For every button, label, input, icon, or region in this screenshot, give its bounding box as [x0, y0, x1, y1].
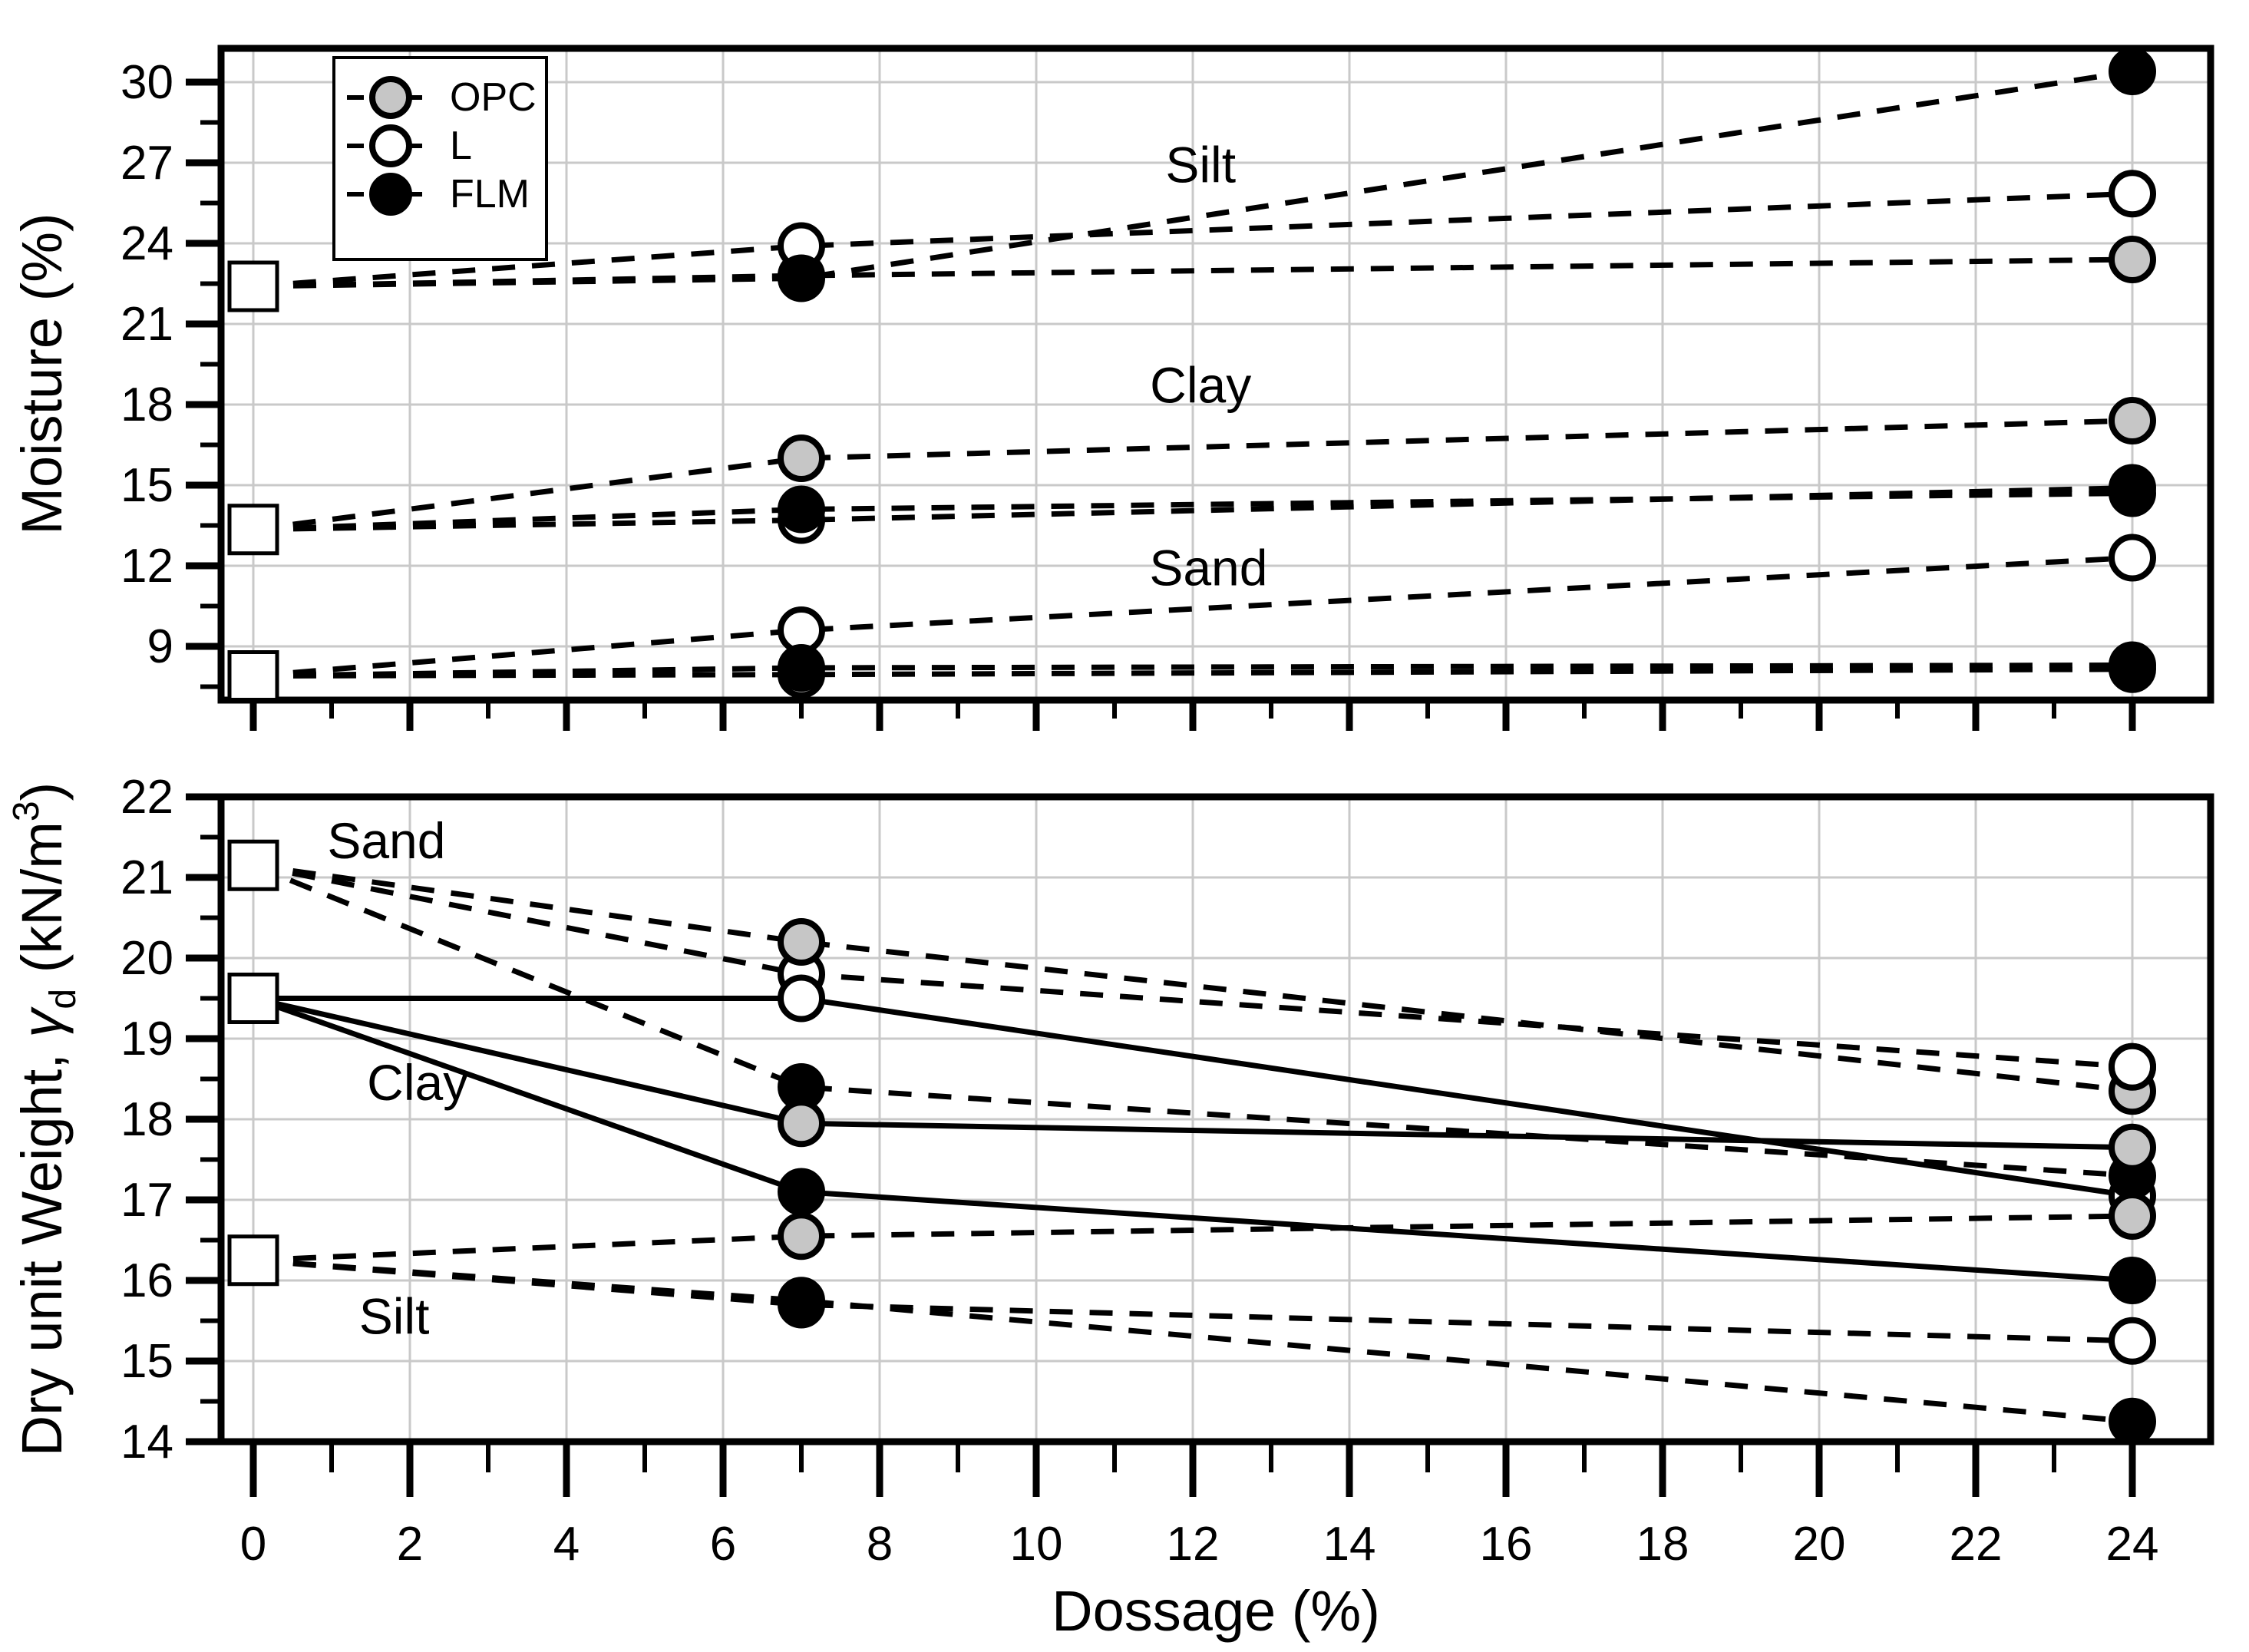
soil-label-silt-bottom: Silt [359, 1287, 430, 1344]
x-tick-label: 18 [1636, 1518, 1689, 1571]
x-tick-label: 16 [1480, 1518, 1533, 1571]
series-line-silt-l [253, 1257, 2133, 1344]
series-line-clay-opc [253, 418, 2133, 533]
y-tick-label: 18 [121, 378, 173, 431]
x-tick-label: 24 [2106, 1518, 2159, 1571]
y-tick-label: 15 [121, 1335, 173, 1388]
marker-silt-opc-x7 [778, 1212, 825, 1260]
x-tick-label: 4 [553, 1518, 580, 1571]
marker-silt-flm-x24 [2109, 48, 2156, 95]
y-tick-label: 21 [121, 851, 173, 904]
panel-frame [217, 45, 2214, 704]
marker-silt-opc-x24 [2109, 236, 2156, 283]
marker-square-sand [227, 650, 279, 702]
marker-square-sand [227, 839, 279, 891]
y-tick-label: 16 [121, 1254, 173, 1307]
y-axis-title-bottom: Dry unit Weight, γd (kN/m3) [6, 782, 84, 1457]
y-tick-label: 27 [121, 137, 173, 190]
marker-clay-flm-x24 [2109, 469, 2156, 517]
y-tick-label: 22 [121, 771, 173, 824]
series-line-silt-flm [253, 68, 2133, 289]
marker-silt-l-x24 [2109, 170, 2156, 218]
panel-top: 9 12 15 18 21 24 27 30 Silt Clay Sand [121, 45, 2214, 731]
soil-label-clay-bottom: Clay [367, 1054, 468, 1111]
x-tick-label: 0 [240, 1518, 266, 1571]
marker-clay-opc-x7 [778, 434, 825, 482]
marker-silt-flm-x7 [778, 1277, 825, 1325]
y-tick-label: 9 [147, 620, 173, 673]
y-tick-label: 30 [121, 56, 173, 109]
y-tick-label: 17 [121, 1174, 173, 1227]
marker-clay-flm-x24 [2109, 1257, 2156, 1304]
legend-label-l: L [450, 124, 472, 168]
legend-label-flm: FLM [450, 172, 530, 216]
marker-silt-opc-x24 [2109, 1192, 2156, 1240]
panels-layer: 912151821242730SiltClaySand1415161718192… [121, 45, 2214, 1571]
x-tick-label: 20 [1793, 1518, 1846, 1571]
titles-layer: Moisture (%) Dry unit Weight, γd (kN/m3)… [6, 213, 1380, 1643]
legend-box [332, 56, 548, 261]
y-tick-label: 20 [121, 932, 173, 985]
marker-sand-flm-x7 [778, 644, 825, 692]
y-tick-label: 14 [121, 1416, 173, 1469]
legend-label-opc: OPC [450, 75, 537, 120]
soil-label-silt-top: Silt [1165, 137, 1236, 193]
marker-silt-l-x24 [2109, 1317, 2156, 1365]
series-line-silt-l [253, 190, 2133, 289]
y-tick-label: 19 [121, 1013, 173, 1066]
marker-clay-l-x7 [778, 974, 825, 1023]
marker-overdraw-sand-l [2109, 1042, 2156, 1091]
x-tick-label: 6 [710, 1518, 736, 1571]
soil-label-clay-top: Clay [1150, 357, 1251, 414]
marker-square-clay [227, 973, 279, 1024]
x-tick-label: 8 [867, 1518, 893, 1571]
marker-sand-l-x24 [2109, 534, 2156, 582]
marker-clay-flm-x7 [778, 485, 825, 534]
x-axis-title: Dossage (%) [1052, 1579, 1380, 1643]
marker-silt-flm-x7 [778, 254, 825, 302]
series-line-sand-l [253, 555, 2133, 679]
marker-clay-flm-x7 [778, 1168, 825, 1216]
y-axis-title-top: Moisture (%) [10, 213, 74, 534]
legend-marker-opc [369, 76, 412, 119]
marker-square-clay [227, 504, 279, 556]
marker-sand-flm-x24 [2109, 641, 2156, 689]
soil-label-sand-top: Sand [1149, 540, 1267, 596]
marker-clay-opc-x7 [778, 1099, 825, 1148]
marker-silt-flm-x24 [2109, 1397, 2156, 1446]
marker-clay-opc-x24 [2109, 397, 2156, 444]
y-tick-label: 21 [121, 298, 173, 351]
x-tick-label: 10 [1010, 1518, 1063, 1571]
x-tick-label: 22 [1950, 1518, 2003, 1571]
marker-clay-opc-x24 [2109, 1123, 2156, 1171]
y-tick-label: 12 [121, 540, 173, 593]
x-tick-label: 14 [1323, 1518, 1376, 1571]
marker-square-silt [227, 1234, 279, 1287]
x-tick-label: 12 [1167, 1518, 1220, 1571]
series-line-sand-flm [252, 863, 2133, 1178]
marker-sand-opc-x7 [778, 918, 825, 966]
series-line-silt-flm [253, 1257, 2133, 1425]
x-tick-label: 2 [397, 1518, 423, 1571]
soil-label-sand-bottom: Sand [327, 812, 445, 869]
legend-marker-l [369, 124, 412, 167]
y-tick-label: 15 [121, 459, 173, 512]
y-tick-label: 18 [121, 1093, 173, 1146]
legend-marker-flm [369, 173, 412, 216]
marker-square-silt [227, 260, 279, 312]
y-tick-label: 24 [121, 217, 173, 270]
series-line-sand-l [253, 862, 2133, 1070]
series-line-sand-opc [253, 862, 2133, 1094]
